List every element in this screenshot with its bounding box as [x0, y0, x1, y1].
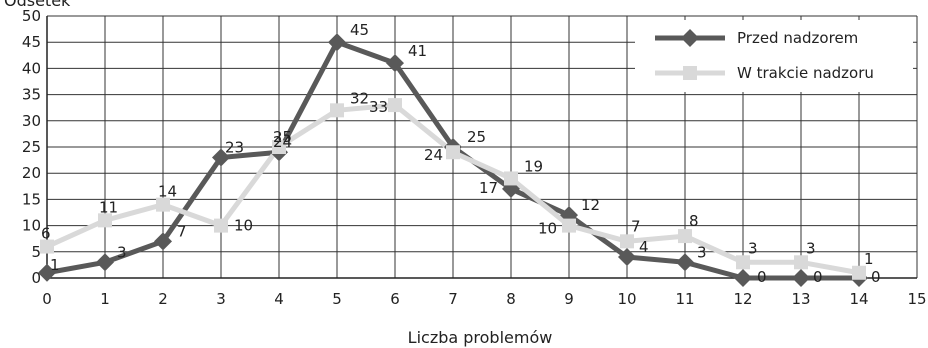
data-label: 1 — [864, 250, 874, 268]
x-tick-label: 7 — [448, 290, 458, 308]
data-label: 10 — [234, 217, 253, 235]
y-tick-label: 0 — [31, 269, 41, 287]
data-point — [676, 253, 694, 272]
x-tick-label: 9 — [564, 290, 574, 308]
data-point — [734, 269, 752, 287]
data-label: 24 — [424, 146, 443, 164]
data-label: 0 — [871, 268, 881, 286]
data-point — [562, 218, 576, 233]
x-tick-label: 13 — [791, 290, 810, 308]
data-label: 32 — [350, 89, 369, 107]
data-point — [40, 239, 54, 254]
data-point — [214, 218, 228, 233]
data-label: 3 — [748, 239, 758, 257]
legend-box — [635, 20, 913, 92]
y-tick-label: 45 — [22, 33, 41, 51]
data-point — [792, 269, 810, 287]
data-point — [98, 213, 112, 228]
data-label: 3 — [697, 243, 707, 261]
x-tick-label: 14 — [849, 290, 868, 308]
data-point — [794, 255, 808, 270]
data-point — [504, 171, 518, 186]
y-tick-label: 15 — [22, 190, 41, 208]
data-point — [852, 265, 866, 280]
data-label: 0 — [813, 268, 823, 286]
y-tick-label: 50 — [22, 7, 41, 25]
x-tick-label: 15 — [907, 290, 926, 308]
data-label: 33 — [369, 98, 388, 116]
data-label: 45 — [350, 21, 369, 39]
y-tick-label: 35 — [22, 86, 41, 104]
data-point — [272, 140, 286, 154]
data-label: 11 — [99, 198, 118, 216]
legend-label: W trakcie nadzoru — [737, 64, 874, 82]
x-tick-label: 1 — [100, 290, 110, 308]
x-tick-label: 0 — [42, 290, 52, 308]
series-layer — [38, 33, 868, 287]
y-tick-label: 30 — [22, 112, 41, 130]
data-point — [156, 197, 170, 212]
data-label: 14 — [158, 183, 177, 201]
x-axis-title: Liczba problemów — [408, 328, 553, 347]
data-label: 3 — [117, 243, 127, 261]
data-label: 41 — [408, 42, 427, 60]
data-label: 19 — [524, 157, 543, 175]
y-tick-label: 40 — [22, 59, 41, 77]
x-tick-label: 6 — [390, 290, 400, 308]
data-point — [96, 253, 114, 272]
data-point — [330, 103, 344, 118]
x-tick-label: 4 — [274, 290, 284, 308]
data-label: 25 — [467, 128, 486, 146]
legend-swatch-marker — [681, 29, 699, 47]
x-tick-label: 2 — [158, 290, 168, 308]
x-tick-label: 3 — [216, 290, 226, 308]
data-label: 6 — [41, 225, 51, 243]
data-label: 23 — [225, 138, 244, 156]
data-point — [212, 148, 230, 167]
data-point — [38, 263, 56, 282]
x-tick-label: 10 — [617, 290, 636, 308]
data-point — [154, 232, 172, 251]
data-label: 12 — [581, 196, 600, 214]
data-point — [386, 54, 404, 73]
y-tick-label: 10 — [22, 217, 41, 235]
y-axis-title: Odsetek — [4, 0, 71, 10]
data-label: 7 — [177, 222, 187, 240]
data-label: 8 — [689, 212, 699, 230]
data-label: 1 — [50, 256, 60, 274]
data-label: 7 — [631, 217, 641, 235]
data-label: 0 — [757, 268, 767, 286]
x-tick-label: 8 — [506, 290, 516, 308]
data-point — [618, 248, 636, 267]
data-point — [328, 33, 346, 52]
x-tick-label: 11 — [675, 290, 694, 308]
data-label: 10 — [538, 220, 557, 238]
data-point — [388, 98, 402, 113]
data-point — [678, 229, 692, 244]
data-point — [620, 234, 634, 249]
data-label: 25 — [273, 128, 292, 146]
data-label: 3 — [806, 239, 816, 257]
data-label: 24 — [273, 133, 292, 151]
y-tick-label: 25 — [22, 138, 41, 156]
data-point — [736, 255, 750, 270]
data-point — [446, 145, 460, 160]
legend-swatch-marker — [683, 66, 697, 80]
x-tick-label: 5 — [332, 290, 342, 308]
legend: Przed nadzorem W trakcie nadzoru — [635, 20, 913, 92]
y-tick-label: 5 — [31, 243, 41, 261]
y-tick-label: 20 — [22, 164, 41, 182]
data-label: 4 — [639, 238, 649, 256]
x-tick-label: 12 — [733, 290, 752, 308]
legend-label: Przed nadzorem — [737, 29, 858, 47]
data-label: 17 — [479, 179, 498, 197]
